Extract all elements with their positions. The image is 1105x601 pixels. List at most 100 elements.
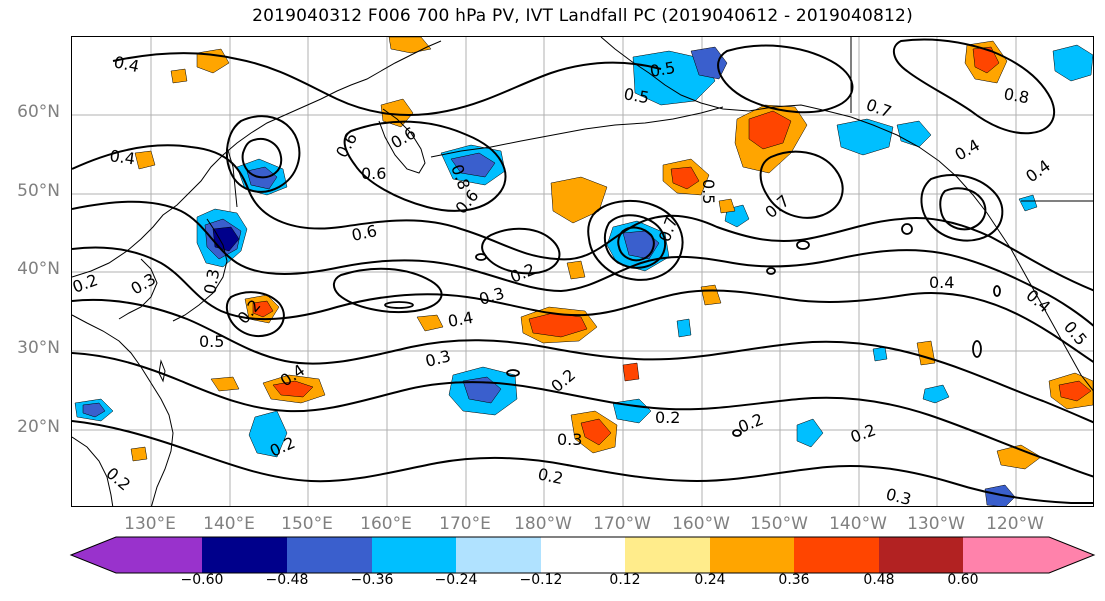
contour-label: 0.2 [848, 420, 878, 447]
colorbar-extend-high [1049, 537, 1094, 573]
contour-small-8 [766, 267, 776, 275]
contour-label: 0.6 [332, 129, 361, 161]
colorbar-cell [202, 537, 287, 573]
lon-label-150w: 150°W [750, 514, 808, 534]
contour-small-9 [506, 369, 520, 377]
colorbar-cell [625, 537, 710, 573]
contour-label: 0.3 [477, 284, 507, 309]
lon-label-160w: 160°W [672, 514, 730, 534]
contour-label: 0.4 [929, 273, 954, 292]
contour-label: 0.4 [108, 146, 136, 168]
contour-7 [112, 52, 662, 116]
lon-label-140w: 140°W [829, 514, 887, 534]
contour-small-4 [901, 223, 913, 235]
shade-small-o4 [700, 284, 722, 306]
shade-canada-ne [1052, 44, 1093, 82]
lon-label-130w: 130°W [907, 514, 965, 534]
colorbar-cell [794, 537, 879, 573]
lon-label-130e: 130°E [124, 514, 176, 534]
colorbar-cell [456, 537, 541, 573]
coast-aleutian-chain [430, 106, 724, 158]
contour-label: 0.4 [112, 52, 141, 76]
shade-small-o6 [996, 444, 1042, 470]
contour-label: 0.3 [423, 346, 452, 371]
colorbar-cell [963, 537, 1049, 573]
colorbar-tick-label: −0.12 [519, 572, 563, 588]
lon-label-160e: 160°E [360, 514, 412, 534]
contour-label: 0.4 [1022, 156, 1054, 186]
contour-2 [72, 200, 1093, 327]
colorbar-tick-label: 0.12 [609, 572, 641, 588]
colorbar-tick-label: −0.36 [350, 572, 394, 588]
lon-label-170e: 170°E [439, 514, 491, 534]
contour-label: 0.6 [361, 164, 386, 183]
shade-small-b4 [676, 318, 692, 338]
coast-alaska [600, 37, 1093, 392]
lon-label-150e: 150°E [281, 514, 333, 534]
contour-label: 0.4 [952, 135, 984, 164]
lon-label-170w: 170°W [593, 514, 651, 534]
colorbar-cell [287, 537, 372, 573]
coastlines [72, 37, 1093, 506]
contour-14 [920, 174, 1004, 242]
colorbar-cell [879, 537, 963, 573]
contour-label: 0.5 [699, 179, 718, 204]
colorbar-tick-label: −0.60 [180, 572, 224, 588]
contour-11 [587, 199, 684, 281]
coast-taiwan [158, 359, 166, 383]
shade-bering-1 [632, 50, 716, 106]
shade-small-b5 [922, 384, 950, 404]
shade-wpac-pos-core [272, 380, 314, 398]
contour-label: 0.6 [350, 221, 379, 245]
contour-label: 0.7 [655, 214, 682, 244]
shade-japan-pos-core [252, 300, 274, 318]
coast-korea [118, 258, 158, 320]
contour-label: 0.2 [735, 410, 766, 437]
shade-kamchatka-core [450, 152, 496, 178]
lat-label-40n: 40°N [17, 259, 60, 279]
contour-label: 0.5 [1060, 317, 1091, 349]
contour-label: 0.2 [102, 464, 134, 495]
shade-japan-dark [212, 226, 240, 252]
contour-1 [72, 144, 1093, 292]
contour-label: 0.8 [1002, 84, 1030, 107]
pv-contours [72, 38, 1093, 504]
shade-small-o5 [622, 362, 640, 382]
colorbar-tick-label: 0.24 [694, 572, 726, 588]
shade-gulf-ak-2 [896, 120, 932, 148]
shade-small-o12 [718, 198, 736, 214]
contour-label: 0.2 [72, 270, 100, 297]
lon-label-120w: 120°W [986, 514, 1044, 534]
contour-label: 0.6 [388, 123, 420, 152]
colorbar-tick-label: 0.48 [863, 572, 895, 588]
contour-label: 0.4 [1022, 286, 1054, 317]
shade-dateline-pos [550, 176, 608, 224]
lon-label-180w: 180°W [514, 514, 572, 534]
contour-label: 0.2 [655, 408, 680, 427]
contour-15 [939, 187, 987, 231]
contour-6 [72, 420, 1093, 504]
contour-small-3 [796, 240, 810, 250]
contour-label: 0.2 [507, 260, 538, 287]
contour-label: 0.3 [200, 267, 223, 295]
shade-small-o9 [170, 68, 188, 84]
shade-small-o10 [210, 376, 240, 392]
lat-label-50n: 50°N [17, 181, 60, 201]
shade-small-o11 [130, 446, 148, 462]
map-title: 2019040312 F006 700 hPa PV, IVT Landfall… [252, 6, 913, 26]
contour-small-5 [972, 340, 982, 358]
shade-se-pac-pos-core [1058, 380, 1092, 402]
contour-label: 0.3 [557, 430, 582, 449]
contour-19 [759, 150, 844, 219]
coast-philippines [72, 436, 114, 506]
contour-label: 0.7 [864, 95, 894, 122]
contour-label-group: 0.4 0.4 0.6 0.6 0.6 0.8 0.6 0.6 0.3 0.3 … [72, 52, 1091, 506]
contour-10 [343, 120, 507, 212]
shade-west-pac-2b [82, 402, 106, 418]
shade-small-o8 [916, 340, 936, 366]
shade-small-o7 [566, 260, 586, 280]
colorbar-tick-label: 0.60 [947, 572, 979, 588]
shade-gulf-ak-pos-core [748, 110, 792, 150]
small-contours [384, 223, 1001, 437]
shade-small-b2 [1018, 194, 1038, 212]
